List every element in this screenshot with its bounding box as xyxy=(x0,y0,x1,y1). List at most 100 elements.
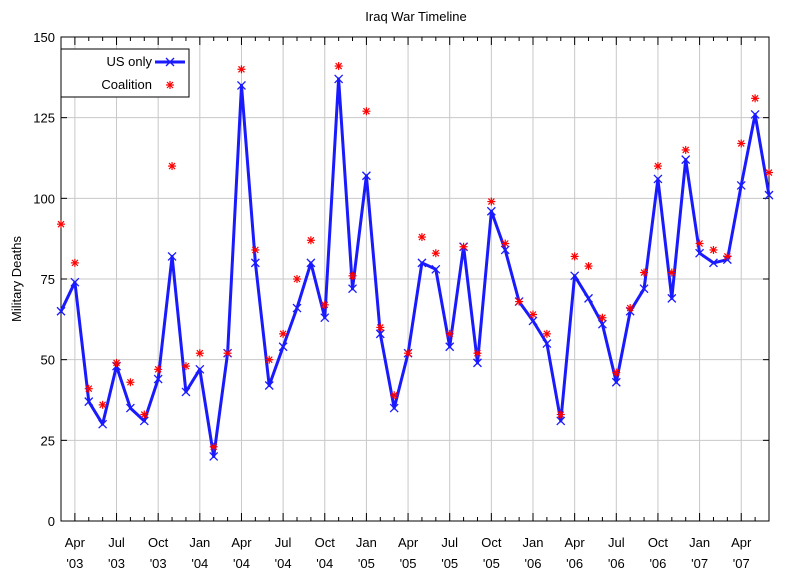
x-tick-label-month: Apr xyxy=(565,535,586,550)
y-tick-label: 75 xyxy=(41,272,55,287)
data-point-us xyxy=(556,416,566,426)
series-line-us xyxy=(59,77,771,458)
y-tick-label: 125 xyxy=(33,111,55,126)
data-point-us xyxy=(84,397,94,407)
data-point-coalition xyxy=(501,239,510,248)
data-point-us xyxy=(250,258,260,268)
data-point-us xyxy=(500,245,510,255)
data-point-coalition xyxy=(626,304,635,313)
y-tick-label: 150 xyxy=(33,30,55,45)
x-tick-label-month: Jan xyxy=(523,535,544,550)
legend-marker-us xyxy=(165,57,175,67)
data-point-us xyxy=(486,206,496,216)
series-us-only xyxy=(56,74,774,461)
data-point-us xyxy=(473,358,482,368)
data-point-coalition xyxy=(376,323,385,332)
data-point-coalition xyxy=(154,365,163,374)
data-point-coalition xyxy=(57,220,65,229)
x-tick-label-year: '05 xyxy=(441,556,458,571)
data-point-coalition xyxy=(251,245,260,254)
x-tick-label-year: '07 xyxy=(691,556,708,571)
data-point-us xyxy=(584,293,593,303)
data-point-coalition xyxy=(542,329,551,338)
x-tick-label-month: Apr xyxy=(398,535,419,550)
x-tick-label-month: Oct xyxy=(648,535,669,550)
data-point-coalition xyxy=(570,252,579,261)
data-point-coalition xyxy=(529,310,537,319)
data-point-us xyxy=(292,303,302,313)
data-point-coalition xyxy=(126,378,135,387)
data-point-coalition xyxy=(98,400,107,409)
data-point-us xyxy=(611,377,621,387)
data-point-us xyxy=(361,171,371,181)
data-point-us xyxy=(750,109,760,119)
y-tick-label: 25 xyxy=(41,433,55,448)
data-point-coalition xyxy=(459,242,468,251)
data-point-us xyxy=(417,258,427,268)
data-point-us xyxy=(195,364,205,374)
x-tick-label-month: Jan xyxy=(689,535,710,550)
data-point-coalition xyxy=(70,258,79,267)
data-point-coalition xyxy=(612,368,621,377)
data-point-us xyxy=(695,248,705,258)
data-point-us xyxy=(320,313,330,323)
x-tick-label-year: '07 xyxy=(733,556,750,571)
data-point-us xyxy=(167,251,177,261)
legend: US only Coalition xyxy=(60,48,190,98)
x-tick-label-month: Jul xyxy=(441,535,458,550)
x-tick-label-year: '06 xyxy=(608,556,625,571)
data-point-coalition xyxy=(598,313,607,322)
x-tick-label-month: Apr xyxy=(231,535,252,550)
data-point-coalition xyxy=(362,107,371,116)
data-point-coalition xyxy=(667,268,676,277)
data-point-coalition xyxy=(556,410,565,419)
data-point-coalition xyxy=(723,252,732,261)
plot-frame xyxy=(60,36,770,522)
data-point-coalition xyxy=(695,239,704,248)
data-point-coalition xyxy=(320,300,329,309)
data-point-us xyxy=(431,264,441,274)
legend-label-us: US only xyxy=(106,54,152,69)
data-point-coalition xyxy=(306,236,315,245)
data-point-coalition xyxy=(445,329,454,338)
x-tick-label-year: '04 xyxy=(191,556,208,571)
x-tick-label-year: '03 xyxy=(108,556,125,571)
data-point-us xyxy=(56,306,66,316)
data-point-coalition xyxy=(404,349,413,358)
data-point-coalition xyxy=(431,249,440,258)
x-tick-label-month: Apr xyxy=(731,535,752,550)
y-axis-label: Military Deaths xyxy=(9,236,24,322)
y-tick-label: 100 xyxy=(33,191,55,206)
data-point-us xyxy=(278,342,288,352)
data-point-coalition xyxy=(348,271,357,280)
x-tick-label-month: Oct xyxy=(148,535,169,550)
data-point-coalition xyxy=(751,94,760,103)
data-point-coalition xyxy=(765,168,773,177)
data-point-coalition xyxy=(515,297,524,306)
x-tick-label-year: '06 xyxy=(649,556,666,571)
data-point-us xyxy=(389,403,399,413)
data-point-coalition xyxy=(209,442,218,451)
data-point-us xyxy=(639,284,649,294)
legend-label-coalition: Coalition xyxy=(101,77,152,92)
x-tick-label-month: Apr xyxy=(65,535,86,550)
data-point-us xyxy=(153,374,163,384)
data-point-us xyxy=(653,174,663,184)
data-point-coalition xyxy=(140,410,149,419)
data-point-us xyxy=(445,342,455,352)
x-tick-label-year: '04 xyxy=(316,556,333,571)
data-point-coalition xyxy=(473,349,482,358)
data-point-coalition xyxy=(390,391,399,400)
data-point-coalition xyxy=(737,139,746,148)
chart-title: Iraq War Timeline xyxy=(365,9,466,24)
data-point-us xyxy=(348,284,357,294)
x-tick-label-month: Oct xyxy=(315,535,336,550)
data-point-us xyxy=(375,329,385,339)
data-point-us xyxy=(570,271,580,281)
data-point-us xyxy=(125,403,135,413)
data-point-coalition xyxy=(487,197,496,206)
data-point-coalition xyxy=(84,384,93,393)
data-point-us xyxy=(667,293,677,303)
data-point-us xyxy=(681,155,691,165)
